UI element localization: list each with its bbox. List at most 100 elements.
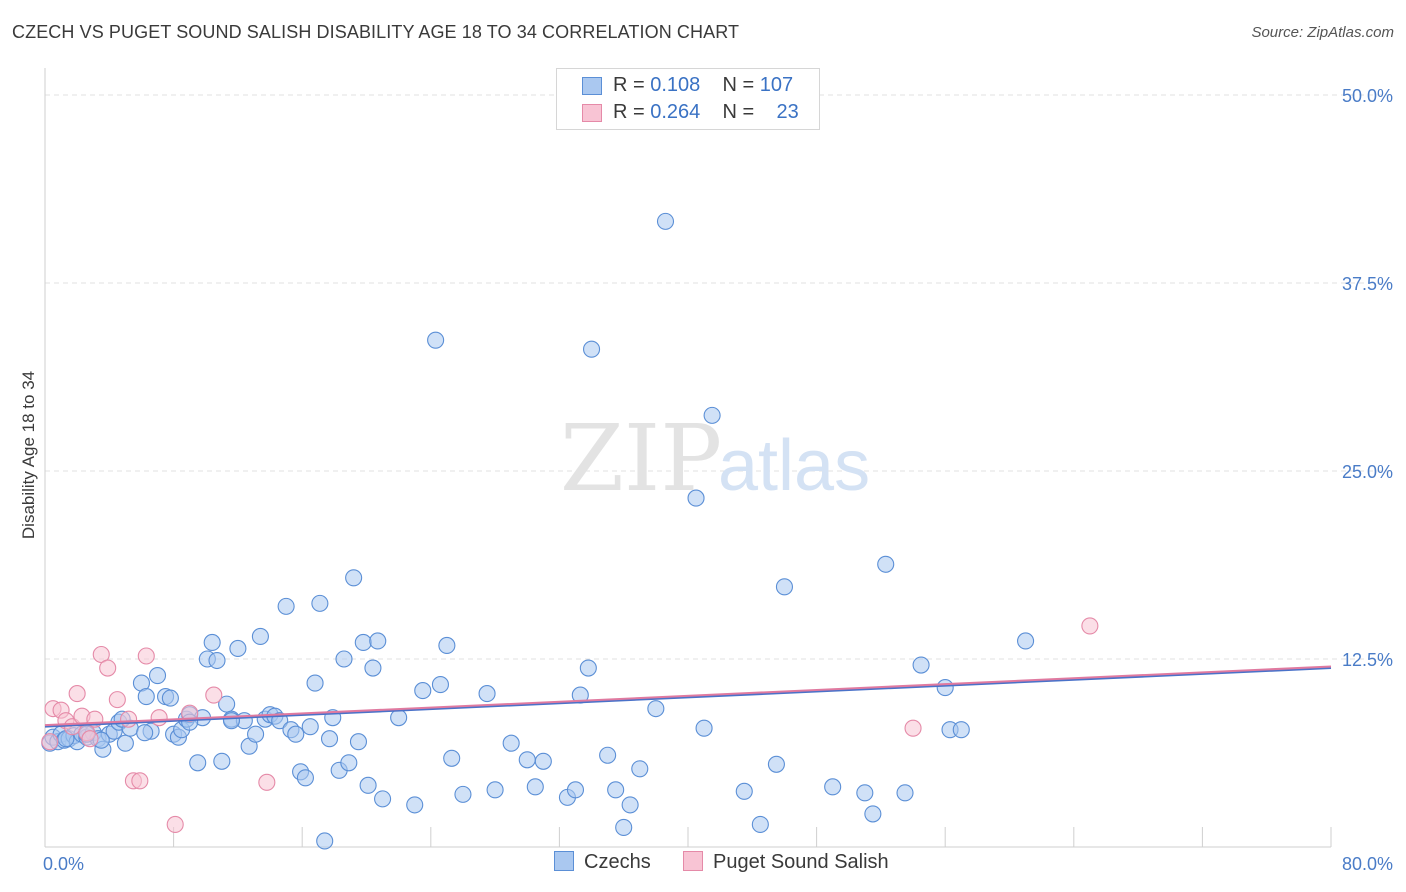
- czechs-point: [414, 682, 432, 700]
- czechs-point: [703, 406, 721, 424]
- czechs-point: [824, 778, 842, 796]
- czechs-point: [213, 752, 231, 770]
- czechs-trend-line: [44, 667, 1332, 728]
- czechs-point: [534, 752, 552, 770]
- legend-r-value: 0.264: [650, 101, 701, 123]
- y-tick-label: 37.5%: [1342, 274, 1393, 294]
- czechs-point: [349, 733, 368, 751]
- puget-point: [137, 647, 155, 665]
- legend-label-puget: Puget Sound Salish: [713, 851, 889, 873]
- legend-r-value: 0.108: [650, 74, 701, 96]
- puget-point: [205, 686, 223, 704]
- czechs-point: [340, 754, 358, 772]
- czechs-point: [936, 679, 954, 697]
- puget-point: [41, 733, 59, 751]
- puget-point: [258, 773, 276, 791]
- czechs-point: [687, 489, 705, 507]
- czechs-point: [251, 627, 269, 646]
- puget-point: [81, 730, 99, 748]
- legend-n-value: 107: [759, 74, 794, 96]
- czechs-point: [526, 778, 544, 796]
- chart-source: Source: ZipAtlas.com: [1251, 24, 1394, 41]
- czechs-point: [695, 719, 713, 737]
- bottom-legend-puget: Puget Sound Salish: [683, 851, 889, 874]
- x-tick-label: 0.0%: [43, 854, 84, 874]
- czechs-point: [454, 785, 472, 803]
- czechs-point: [229, 639, 247, 658]
- czechs-point: [478, 685, 496, 703]
- x-tick-label: 80.0%: [1342, 854, 1393, 874]
- czechs-point: [311, 594, 329, 612]
- czechs-point: [369, 632, 387, 650]
- czechs-point: [767, 755, 785, 773]
- czechs-point: [621, 796, 639, 814]
- bottom-legend-czechs: Czechs: [554, 851, 651, 874]
- czechs-point: [502, 734, 520, 752]
- czechs-point: [438, 636, 456, 655]
- puget-point: [108, 691, 126, 709]
- czechs-point: [296, 769, 314, 787]
- czechs-point: [203, 633, 221, 652]
- chart-title: CZECH VS PUGET SOUND SALISH DISABILITY A…: [12, 22, 740, 42]
- legend-n-value: 23: [776, 101, 799, 123]
- czechs-point: [247, 725, 265, 743]
- czechs-point: [161, 689, 179, 707]
- czechs-point: [316, 832, 334, 850]
- y-axis-label: Disability Age 18 to 34: [19, 371, 38, 539]
- trend-lines: [44, 665, 1332, 728]
- czechs-point: [775, 578, 794, 596]
- czechs-point: [896, 784, 914, 802]
- czechs-point: [735, 782, 753, 800]
- czechs-point: [335, 650, 353, 668]
- puget-point: [68, 685, 86, 703]
- legend-r-label: R =: [613, 74, 651, 96]
- czechs-point: [364, 659, 382, 677]
- czechs-point: [354, 633, 372, 652]
- czechs-point: [136, 724, 154, 742]
- czechs-point: [518, 751, 536, 769]
- czechs-point: [320, 730, 339, 748]
- legend-label-czechs: Czechs: [584, 851, 651, 873]
- czechs-point: [599, 746, 617, 764]
- czechs-point: [374, 790, 392, 808]
- puget-point: [904, 719, 922, 737]
- grid-lines: [45, 94, 1392, 660]
- czechs-point: [208, 651, 226, 670]
- y-tick-label: 50.0%: [1342, 86, 1393, 106]
- czechs-point: [864, 805, 882, 823]
- puget-point: [1081, 617, 1099, 635]
- legend-n-label: N =: [722, 101, 760, 123]
- czechs-point: [287, 725, 305, 743]
- puget-point: [166, 815, 184, 833]
- puget-trend-line: [44, 665, 1332, 727]
- czechs-point: [751, 815, 769, 833]
- czechs-point: [631, 760, 649, 778]
- legend-n-label: N =: [722, 74, 760, 96]
- czechs-point: [486, 781, 504, 799]
- czechs-point: [579, 659, 597, 677]
- czechs-point: [222, 712, 241, 730]
- czechs-point: [189, 754, 207, 772]
- czechs-point: [656, 212, 675, 230]
- czechs-point: [431, 676, 449, 694]
- czechs-point: [116, 734, 134, 752]
- czechs-point: [359, 776, 377, 794]
- czechs-point: [912, 656, 930, 674]
- czechs-point: [1017, 632, 1035, 650]
- legend-swatch-czechs: [582, 77, 602, 95]
- czechs-point: [647, 700, 665, 718]
- puget-point: [181, 704, 199, 722]
- puget-point: [99, 659, 117, 677]
- data-points: [41, 212, 1099, 850]
- czechs-point: [877, 555, 895, 573]
- puget-point: [120, 710, 138, 728]
- legend: R = 0.108 N = 107 R = 0.264 N = 23: [556, 68, 820, 130]
- puget-point: [150, 709, 168, 727]
- legend-r-label: R =: [613, 101, 651, 123]
- czechs-point: [427, 331, 445, 349]
- czechs-point: [856, 784, 874, 802]
- czechs-point: [566, 781, 585, 799]
- czechs-point: [137, 688, 155, 706]
- czechs-point: [607, 781, 625, 799]
